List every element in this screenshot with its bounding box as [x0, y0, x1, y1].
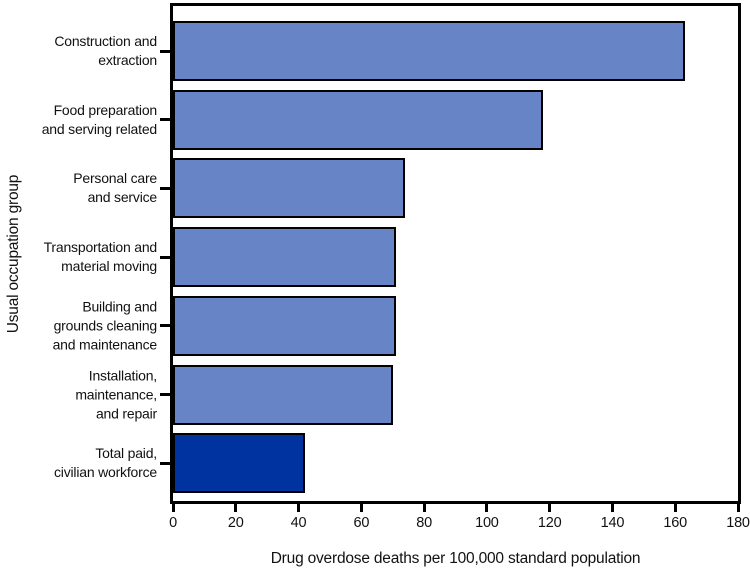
x-tick-label: 180 [726, 515, 750, 531]
x-axis-title: Drug overdose deaths per 100,000 standar… [270, 550, 641, 567]
y-tick [160, 49, 173, 53]
bar-construction-and-extraction [173, 21, 685, 81]
x-tick-label: 80 [416, 515, 432, 531]
x-tick-label: 100 [475, 515, 499, 531]
category-label-construction-and-extraction: Construction and extraction [54, 33, 157, 68]
bar-personal-care-and-service [173, 158, 406, 219]
y-tick [160, 118, 173, 122]
x-tick [234, 501, 238, 512]
y-tick [160, 324, 173, 328]
x-tick-label: 60 [353, 515, 370, 531]
category-label-transportation-and-material-moving: Transportation and material moving [43, 239, 158, 275]
x-tick [610, 501, 614, 512]
y-tick [160, 255, 173, 259]
category-label-installation-maintenance-and-repair: Installation, maintenance, and repair [75, 367, 157, 421]
bar-food-preparation-and-serving-related [173, 89, 544, 150]
y-tick [160, 393, 173, 396]
x-tick [359, 501, 363, 512]
bar-total-paid-civilian-workforce [173, 433, 305, 494]
x-tick [736, 501, 740, 512]
category-label-food-preparation-and-serving-related: Food preparation and serving related [41, 101, 157, 137]
bar-transportation-and-material-moving [173, 227, 396, 288]
category-label-personal-care-and-service: Personal care and service [73, 170, 157, 206]
x-tick [422, 501, 426, 512]
x-tick-label: 120 [537, 515, 562, 531]
category-label-total-paid-civilian-workforce: Total paid, civilian workforce [54, 445, 157, 481]
x-tick-label: 40 [290, 515, 307, 531]
x-tick [673, 501, 677, 512]
x-tick [171, 501, 175, 512]
x-tick-label: 20 [227, 515, 244, 531]
x-tick [548, 501, 552, 512]
bar-building-and-grounds-cleaning-and-maintenance [173, 295, 396, 356]
y-tick [160, 186, 173, 190]
x-tick-label: 160 [663, 515, 688, 531]
bar-installation-maintenance-and-repair [173, 364, 393, 425]
y-tick [160, 461, 173, 465]
category-label-building-and-grounds-cleaning-and-maintenance: Building and grounds cleaning and mainte… [52, 298, 158, 353]
x-tick-label: 0 [169, 515, 177, 531]
x-tick-label: 140 [600, 515, 625, 531]
x-tick [485, 501, 489, 512]
x-tick [297, 501, 301, 512]
